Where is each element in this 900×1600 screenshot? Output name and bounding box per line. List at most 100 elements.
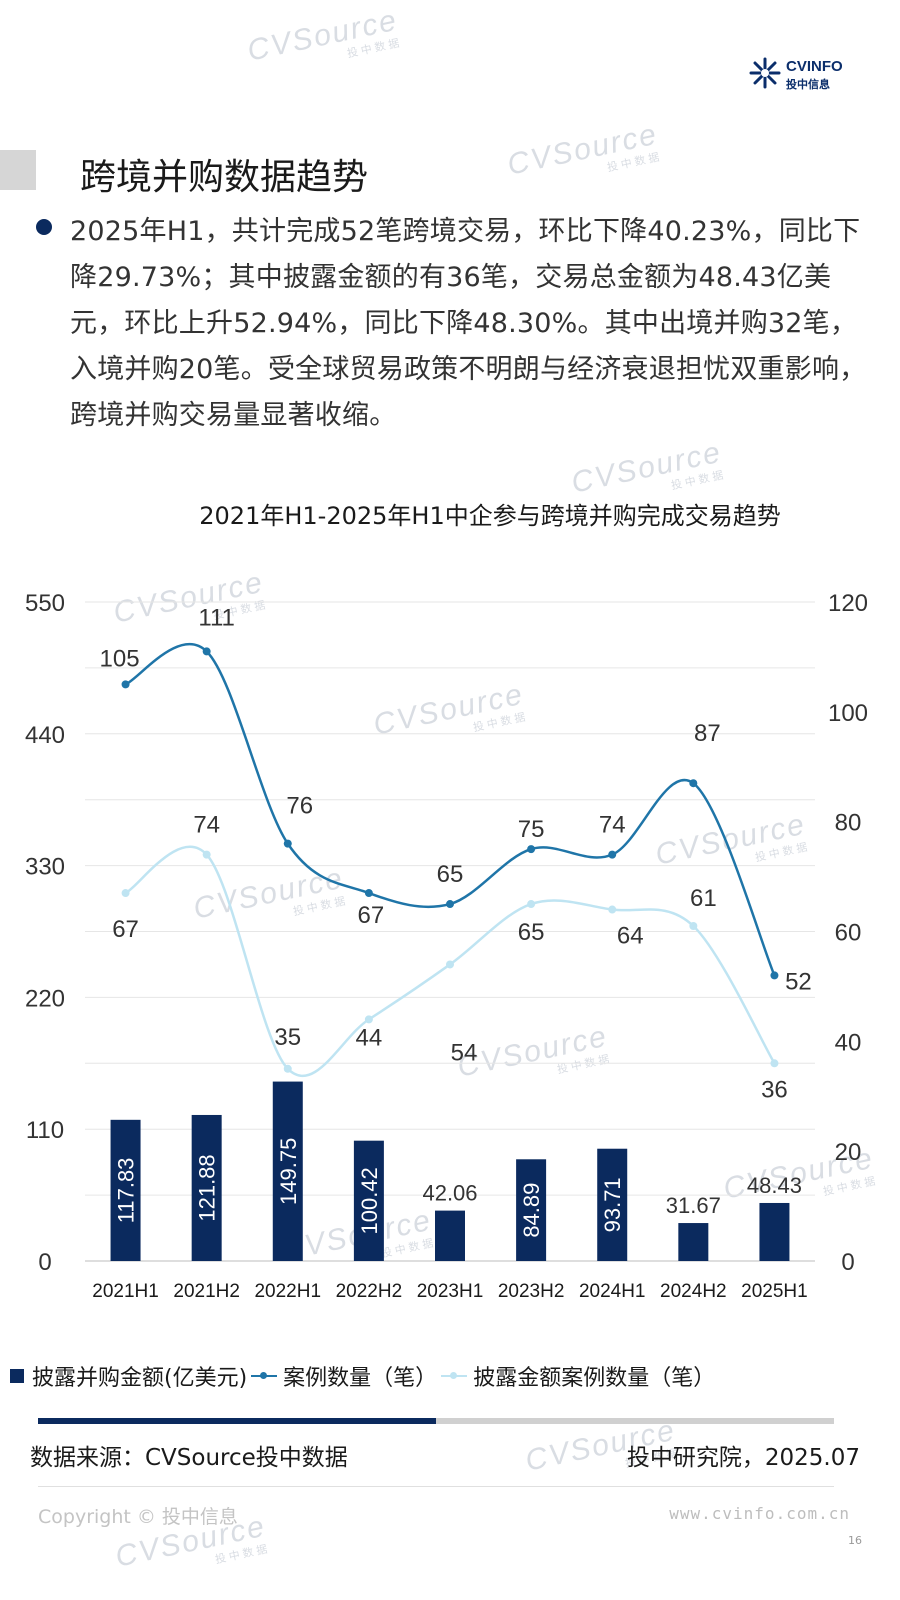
- y-right-tick-label: 40: [835, 1029, 862, 1056]
- bar: [110, 1119, 141, 1261]
- y-left-tick-label: 110: [26, 1117, 64, 1144]
- bar-value-label: 84.89: [519, 1183, 544, 1238]
- legend-label-cases: 案例数量（笔）: [283, 1366, 438, 1391]
- logo-subtitle: 投中信息: [786, 78, 830, 91]
- total-cases-data-label: 67: [358, 902, 385, 929]
- disclosed-cases-point: [527, 900, 536, 909]
- y-left-tick-label: 0: [38, 1249, 51, 1276]
- summary-text: 2025年H1，共计完成52笔跨境交易，环比下降40.23%，同比下降29.73…: [70, 216, 867, 431]
- bar: [597, 1148, 628, 1261]
- bar: [759, 1202, 790, 1261]
- total-cases-point: [364, 889, 373, 898]
- disclosed-cases-data-label: 44: [356, 1024, 383, 1051]
- disclosed-cases-point: [283, 1064, 292, 1073]
- legend-label-amount: 披露并购金额(亿美元): [32, 1366, 248, 1391]
- bullet-icon: [36, 219, 52, 235]
- total-cases-data-label: 111: [198, 604, 234, 631]
- total-cases-data-label: 87: [694, 720, 721, 747]
- total-cases-point: [121, 680, 130, 689]
- disclosed-cases-data-label: 74: [193, 812, 220, 839]
- total-cases-data-label: 105: [100, 645, 140, 672]
- x-tick-label: 2022H2: [336, 1281, 403, 1302]
- page-number: 16: [848, 1534, 862, 1547]
- total-cases-line: [124, 642, 776, 976]
- y-right-tick-label: 80: [835, 810, 862, 837]
- disclosed-cases-data-label: 36: [761, 1076, 788, 1103]
- total-cases-point: [202, 647, 211, 656]
- title-accent-block: [0, 150, 36, 190]
- total-cases-point: [770, 971, 779, 980]
- data-source: 数据来源：CVSource投中数据: [30, 1445, 348, 1471]
- bar-value-label: 100.42: [357, 1167, 382, 1234]
- bar-value-label: 149.75: [276, 1138, 301, 1205]
- combo-chart: 0 110 220 330 440 550 0 20 40 60 80 100 120 2021H1 202…: [25, 590, 868, 1302]
- disclosed-cases-data-label: 67: [112, 916, 139, 943]
- total-cases-data-label: 65: [437, 861, 464, 888]
- y-right-tick-label: 60: [835, 920, 862, 947]
- bar-value-label: 121.88: [195, 1154, 220, 1221]
- y-right-tick-label: 120: [828, 590, 868, 617]
- x-tick-label: 2021H2: [173, 1281, 240, 1302]
- x-tick-label: 2023H1: [417, 1281, 484, 1302]
- y-left-tick-label: 550: [25, 590, 65, 617]
- page-title: 跨境并购数据趋势: [80, 157, 369, 198]
- disclosed-cases-point: [364, 1015, 373, 1024]
- page-progress-bar: [38, 1418, 834, 1424]
- footer-divider: [38, 1486, 834, 1487]
- bar: [272, 1081, 303, 1261]
- legend-line-swatch-cases: [251, 1372, 278, 1379]
- y-right-tick-label: 20: [835, 1139, 862, 1166]
- y-left-tick-label: 220: [25, 985, 65, 1012]
- bar: [516, 1159, 547, 1261]
- legend-label-disclosed: 披露金额案例数量（笔）: [473, 1366, 716, 1391]
- y-right-tick-label: 0: [841, 1249, 854, 1276]
- bar: [191, 1114, 222, 1261]
- disclosed-cases-point: [770, 1059, 779, 1068]
- disclosed-cases-data-label: 64: [617, 923, 644, 950]
- total-cases-point: [608, 850, 617, 859]
- y-right-tick-label: 100: [828, 700, 868, 727]
- bar-value-label: 93.71: [600, 1177, 625, 1232]
- disclosed-cases-point: [689, 922, 698, 931]
- bar-value-label: 31.67: [666, 1193, 721, 1218]
- total-cases-data-label: 52: [785, 968, 812, 995]
- disclosed-cases-data-label: 65: [518, 919, 545, 946]
- total-cases-point: [527, 845, 536, 854]
- website-link[interactable]: www.cvinfo.com.cn: [669, 1504, 850, 1523]
- copyright-text: Copyright © 投中信息: [38, 1506, 238, 1528]
- disclosed-cases-line: [124, 845, 776, 1078]
- x-tick-label: 2023H2: [498, 1281, 565, 1302]
- x-tick-label: 2024H1: [579, 1281, 646, 1302]
- x-tick-label: 2025H1: [741, 1281, 808, 1302]
- total-cases-data-label: 76: [286, 793, 313, 820]
- total-cases-point: [446, 900, 454, 909]
- disclosed-cases-point: [608, 905, 617, 914]
- total-cases-data-label: 75: [518, 816, 545, 843]
- bar-value-label: 42.06: [422, 1181, 477, 1206]
- bar-value-label: 117.83: [114, 1158, 139, 1224]
- disclosed-cases-point: [121, 889, 130, 898]
- chart-title: 2021年H1-2025年H1中企参与跨境并购完成交易趋势: [199, 502, 781, 530]
- disclosed-cases-data-label: 54: [451, 1039, 478, 1066]
- y-left-tick-label: 330: [25, 854, 65, 881]
- total-cases-point: [689, 779, 698, 788]
- disclosed-cases-point: [202, 850, 211, 859]
- disclosed-cases-point: [446, 960, 454, 969]
- report-credit: 投中研究院，2025.07: [626, 1445, 860, 1471]
- disclosed-cases-data-label: 35: [274, 1024, 301, 1051]
- chart-legend: 披露并购金额(亿美元) 案例数量（笔） 披露金额案例数量（笔）: [10, 1360, 715, 1392]
- x-tick-label: 2021H1: [92, 1281, 159, 1302]
- x-tick-label: 2022H1: [254, 1281, 321, 1302]
- bar: [678, 1223, 709, 1261]
- disclosed-cases-data-label: 61: [690, 885, 717, 912]
- total-cases-point: [283, 839, 292, 848]
- cvinfo-logo: CVINFO 投中信息: [748, 56, 848, 94]
- x-tick-label: 2024H2: [660, 1281, 727, 1302]
- logo-name: CVINFO: [786, 58, 843, 75]
- page-progress-fill: [38, 1418, 436, 1424]
- y-left-tick-label: 440: [25, 722, 65, 749]
- logo-burst-icon: [749, 57, 781, 89]
- legend-bar-swatch: [10, 1369, 24, 1383]
